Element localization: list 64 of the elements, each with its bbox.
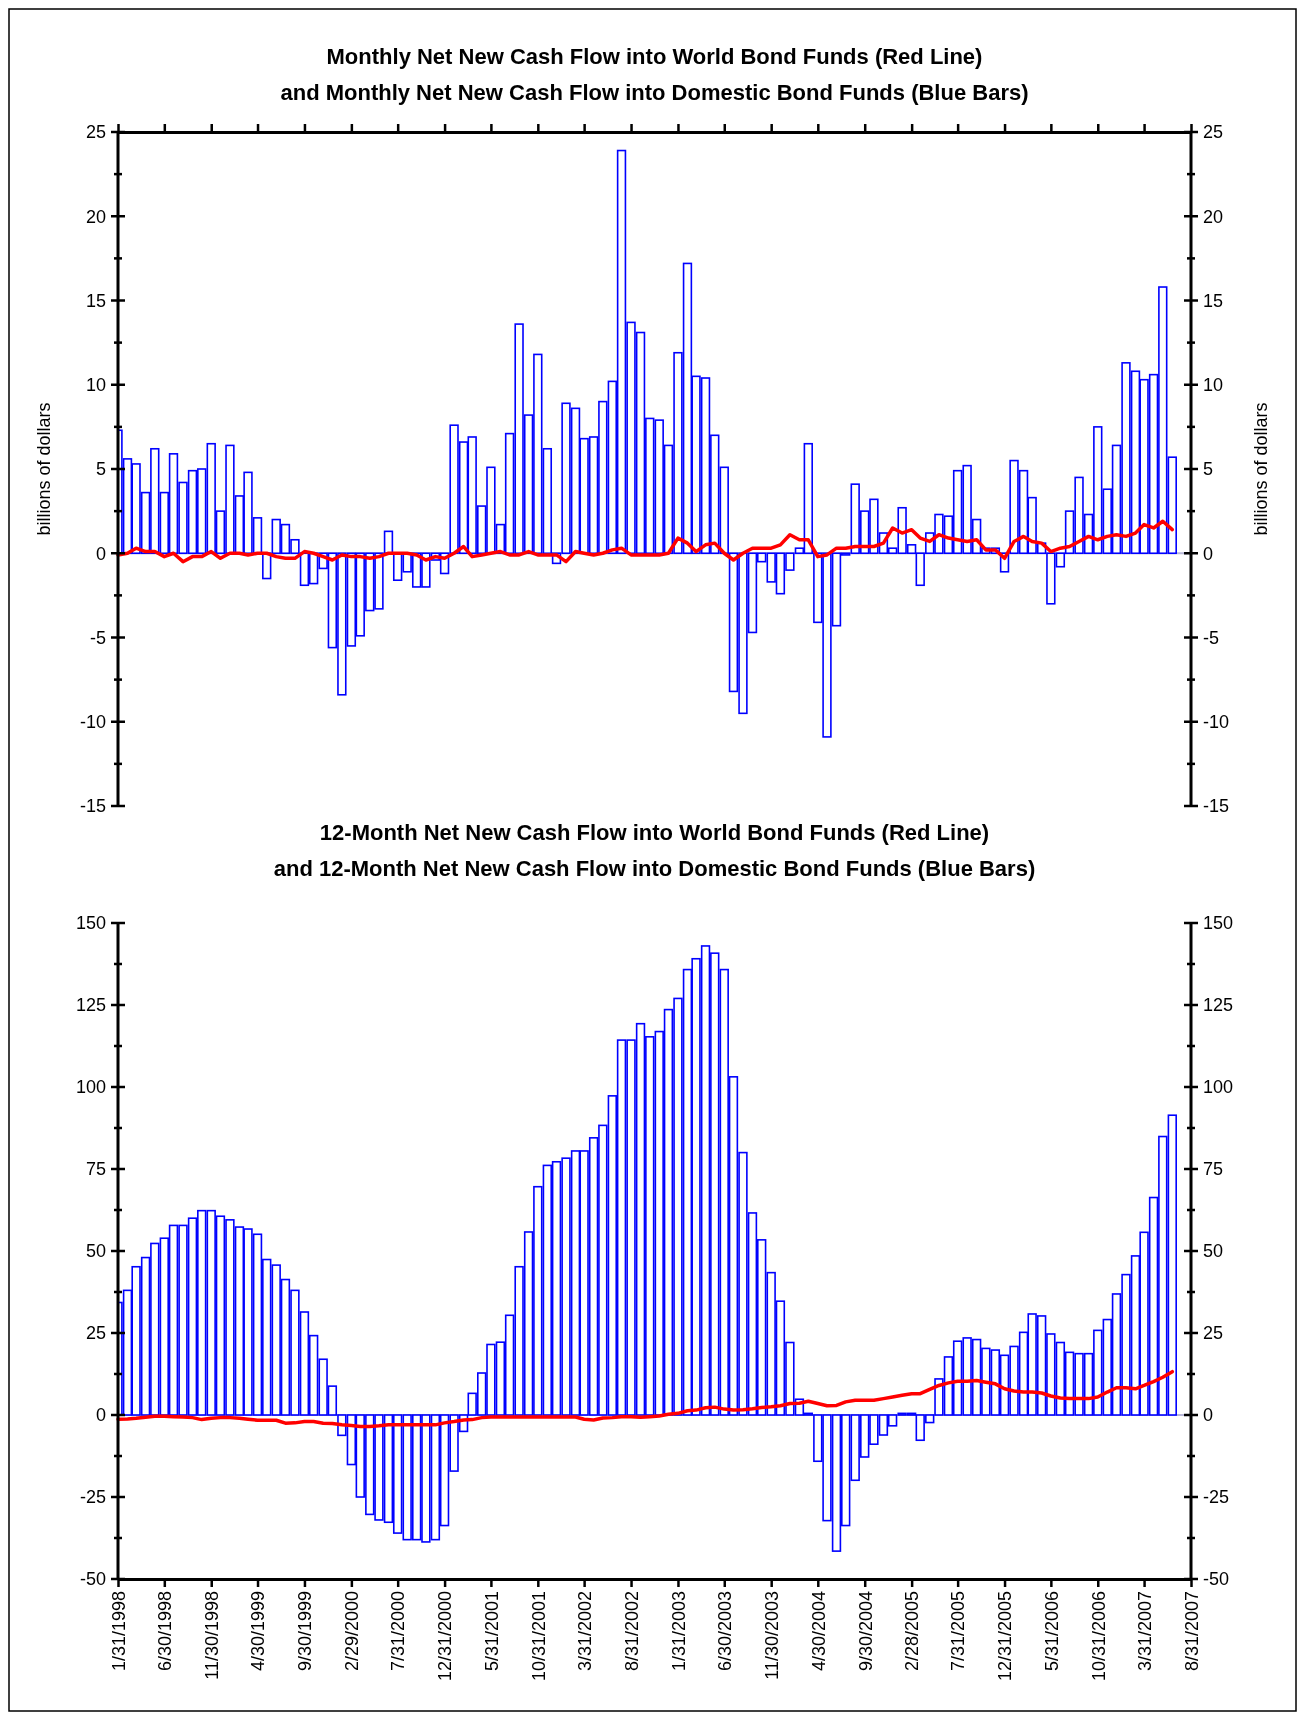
y-tick-label: 15 <box>85 290 106 311</box>
y-tick-label: -10 <box>79 712 106 733</box>
x-tick-label: 3/31/2002 <box>574 1591 595 1672</box>
y2-axis-title: billions of dollars <box>1251 402 1271 536</box>
x-tick-label: 3/31/2007 <box>1134 1591 1155 1672</box>
x-tick-label: 5/31/2006 <box>1041 1591 1062 1672</box>
y2-tick-label: 50 <box>1203 1241 1224 1262</box>
y-tick-label: 75 <box>85 1159 106 1180</box>
y-tick-label: 100 <box>75 1077 106 1098</box>
y2-tick-label: 10 <box>1203 375 1224 396</box>
x-tick-label: 12/31/2000 <box>435 1591 456 1682</box>
y2-tick-label: 125 <box>1203 995 1234 1016</box>
x-tick-label: 9/30/2004 <box>855 1591 876 1672</box>
y2-tick-label: -50 <box>1203 1569 1230 1590</box>
y-tick-label: 50 <box>85 1241 106 1262</box>
y2-tick-label: 20 <box>1203 206 1224 227</box>
y-tick-label: 150 <box>75 913 106 934</box>
y2-tick-label: 15 <box>1203 290 1224 311</box>
x-tick-label: 9/30/1999 <box>295 1591 316 1672</box>
x-tick-label: 12/31/2005 <box>995 1591 1016 1682</box>
y-tick-label: 0 <box>95 1405 106 1426</box>
y-tick-label: 25 <box>85 1323 106 1344</box>
y-tick-label: -50 <box>79 1569 106 1590</box>
y-tick-label: 125 <box>75 995 106 1016</box>
x-tick-label: 6/30/1998 <box>155 1591 176 1672</box>
y-tick-label: 20 <box>85 206 106 227</box>
y-tick-label: 25 <box>85 122 106 143</box>
y-tick-label: 0 <box>95 543 106 564</box>
y-tick-label: 10 <box>85 375 106 396</box>
y2-tick-label: 0 <box>1203 1405 1214 1426</box>
y2-tick-label: 100 <box>1203 1077 1234 1098</box>
x-tick-label: 4/30/1999 <box>248 1591 269 1672</box>
x-tick-label: 10/31/2006 <box>1088 1591 1109 1682</box>
x-tick-label: 10/31/2001 <box>528 1591 549 1682</box>
x-tick-label: 11/30/1998 <box>202 1591 223 1680</box>
x-tick-label: 1/31/2003 <box>668 1591 689 1672</box>
x-tick-label: 5/31/2001 <box>481 1591 502 1672</box>
x-tick-label: 8/31/2007 <box>1181 1591 1202 1672</box>
y2-tick-label: -25 <box>1203 1487 1230 1508</box>
y2-tick-label: 25 <box>1203 1323 1224 1344</box>
x-tick-label: 1/31/1998 <box>108 1591 129 1672</box>
x-tick-label: 11/30/2003 <box>761 1591 782 1680</box>
y2-tick-label: 5 <box>1203 459 1214 480</box>
x-tick-label: 7/31/2005 <box>948 1591 969 1672</box>
y2-tick-label: 0 <box>1203 543 1214 564</box>
x-tick-label: 8/31/2002 <box>621 1591 642 1672</box>
x-tick-label: 7/31/2000 <box>388 1591 409 1672</box>
x-tick-label: 6/30/2003 <box>715 1591 736 1672</box>
x-tick-label: 2/29/2000 <box>342 1591 363 1672</box>
y2-tick-label: -5 <box>1203 627 1220 648</box>
y-tick-label: -15 <box>79 796 106 817</box>
y2-tick-label: 150 <box>1203 913 1234 934</box>
y-tick-label: -25 <box>79 1487 106 1508</box>
y-axis-title: billions of dollars <box>34 402 54 536</box>
y2-tick-label: -15 <box>1203 796 1230 817</box>
y2-tick-label: 25 <box>1203 122 1224 143</box>
y2-tick-label: 75 <box>1203 1159 1224 1180</box>
chart-title: 12-Month Net New Cash Flow into World Bond Funds (Red Line) and 12-Month Net New Cash Flow into Domestic Bond Funds (Blue Bars) <box>273 820 1036 881</box>
x-tick-label: 2/28/2005 <box>902 1591 923 1672</box>
chart-title: Monthly Net New Cash Flow into World Bond Funds (Red Line) and Monthly Net New Cash Flow into Domestic Bond Funds (Blue Bars) <box>280 44 1029 105</box>
y-tick-label: 5 <box>95 459 106 480</box>
y2-tick-label: -10 <box>1203 712 1230 733</box>
x-tick-label: 4/30/2004 <box>808 1591 829 1672</box>
y-tick-label: -5 <box>89 627 106 648</box>
